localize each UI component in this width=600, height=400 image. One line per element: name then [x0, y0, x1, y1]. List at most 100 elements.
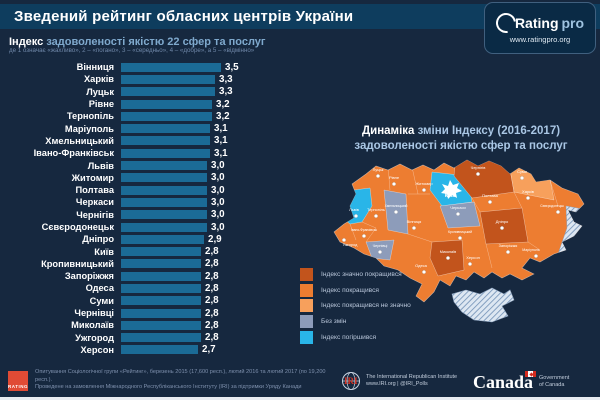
bar-value: 3,0 — [211, 196, 225, 208]
chart-scale-note: де 1 означає «жахливо», 2 – «погано», 3 … — [9, 47, 255, 54]
bar-value: 2,7 — [202, 344, 216, 356]
city-label: Ужгород — [343, 243, 358, 247]
city-label: Полтава — [482, 193, 498, 198]
city-marker — [475, 172, 480, 177]
city-label: Івано-Франківськ — [351, 228, 377, 232]
bar — [121, 345, 198, 355]
legend-label: Індекс значно покращився — [321, 271, 402, 279]
bar-city-label: Ужгород — [75, 332, 114, 343]
city-marker — [421, 188, 426, 193]
bar-value: 3,0 — [211, 221, 225, 233]
city-marker — [519, 176, 524, 181]
city-label: Вінниця — [407, 219, 422, 224]
bar-value: 3,2 — [216, 98, 230, 110]
iri-logo-block: IRI The International Republican Institu… — [341, 371, 457, 391]
bar-city-label: Рівне — [88, 99, 114, 110]
bar-value: 2,8 — [205, 270, 219, 282]
city-label: Рівне — [389, 175, 400, 180]
bar-city-label: Харків — [83, 74, 114, 85]
ratingpro-brand: Rating — [514, 14, 559, 31]
canada-wordmark: Canada — [473, 371, 537, 391]
city-marker — [411, 225, 416, 230]
bottom-strip — [0, 397, 600, 400]
source-line2: Проведене на замовлення Міжнародного Рес… — [35, 383, 302, 390]
city-marker — [393, 210, 398, 215]
bar-chart: Вінниця 3,5 Харків 3,3 Луцьк 3,3 Рівне 3,2 Терно… — [6, 61, 326, 356]
legend-label: Індекс покращився не значно — [321, 302, 411, 310]
bar — [121, 197, 207, 207]
bar-row: Київ 2,8 — [6, 245, 326, 257]
city-marker — [421, 269, 426, 274]
bar-city-label: Кропивницький — [41, 258, 114, 269]
bar-row: Чернігів 3,0 — [6, 209, 326, 221]
city-label: Харків — [522, 189, 534, 194]
bar — [121, 283, 201, 293]
map-region — [453, 160, 515, 199]
bar — [121, 62, 221, 72]
legend-item: Індекс погіршився — [300, 329, 411, 345]
city-label: Тернопіль — [367, 208, 385, 212]
city-label: Маріуполь — [522, 248, 540, 252]
bar — [121, 173, 207, 183]
map-title-line2: задоволеності якістю сфер та послуг — [354, 140, 568, 152]
legend-item: Без змін — [300, 314, 411, 330]
canada-caption: Government of Canada — [539, 375, 570, 389]
bar — [121, 210, 207, 220]
legend-label: Індекс покращився — [321, 286, 379, 294]
city-marker — [342, 237, 347, 242]
bar — [121, 320, 201, 330]
legend-swatch — [300, 268, 313, 282]
bar-city-label: Сєвєродонецьк — [41, 222, 114, 232]
bar-value: 3,0 — [211, 172, 225, 184]
kyiv-city-splat-icon — [441, 180, 462, 199]
ratingpro-logo: Rating pro www.ratingpro.org — [484, 2, 596, 54]
chart-heading-rest: задоволеності якістю 22 сфер та послуг — [43, 36, 266, 48]
rating-group-logo: RATING — [8, 371, 28, 391]
bar-value: 3,0 — [211, 184, 225, 196]
map-title-bold: Динаміка — [361, 125, 415, 137]
bar-row: Рівне 3,2 — [6, 98, 326, 110]
bar-value: 3,2 — [216, 110, 230, 122]
bar-city-label: Миколаїв — [71, 320, 114, 331]
city-marker — [467, 261, 472, 266]
bar-row: Житомир 3,0 — [6, 172, 326, 184]
city-marker — [499, 225, 504, 230]
legend-label: Без змін — [321, 318, 347, 326]
city-marker — [487, 200, 492, 205]
chart-heading: Індекс задоволеності якістю 22 сфер та п… — [9, 32, 266, 50]
bar-city-label: Чернігів — [76, 209, 114, 220]
bar-city-label: Запоріжжя — [64, 271, 114, 282]
bar-value: 3,3 — [219, 73, 233, 85]
source-note: Опитування Соціологічної групи «Рейтинг»… — [35, 369, 330, 391]
map-region — [365, 239, 395, 261]
bar-value: 2,8 — [205, 246, 219, 258]
ukraine-map-svg: Луцьк Рівне Житомир Київ Чернігів Суми Львів Те… — [333, 159, 585, 323]
bar-value: 3,1 — [214, 135, 228, 147]
bar-city-label: Суми — [89, 295, 114, 306]
bar-value: 3,3 — [219, 86, 233, 98]
oblast-borders — [349, 165, 559, 269]
iri-abbr: IRI — [344, 376, 358, 386]
bar-value: 2,8 — [205, 332, 219, 344]
bar-value: 3,1 — [214, 123, 228, 135]
bar — [121, 222, 207, 232]
city-label: Хмельницький — [385, 204, 408, 208]
bar-row: Вінниця 3,5 — [6, 61, 326, 73]
bar-row: Дніпро 2,9 — [6, 233, 326, 245]
map-region — [479, 207, 529, 245]
iri-caption: The International Republican Institute w… — [366, 374, 457, 388]
city-marker — [378, 249, 383, 254]
bar-row: Одеса 2,8 — [6, 282, 326, 294]
city-label: Суми — [517, 169, 527, 174]
city-label: Київ — [445, 193, 456, 199]
map-title: Динаміка зміни Індексу (2016-2017) задов… — [322, 123, 600, 153]
bar — [121, 87, 215, 97]
city-marker — [533, 253, 538, 258]
ratingpro-brand-suffix: pro — [561, 14, 585, 31]
city-label: Чернігів — [471, 165, 486, 170]
city-marker — [457, 235, 462, 240]
city-marker — [455, 212, 460, 217]
bar — [121, 136, 210, 146]
bar-value: 2,8 — [205, 282, 219, 294]
